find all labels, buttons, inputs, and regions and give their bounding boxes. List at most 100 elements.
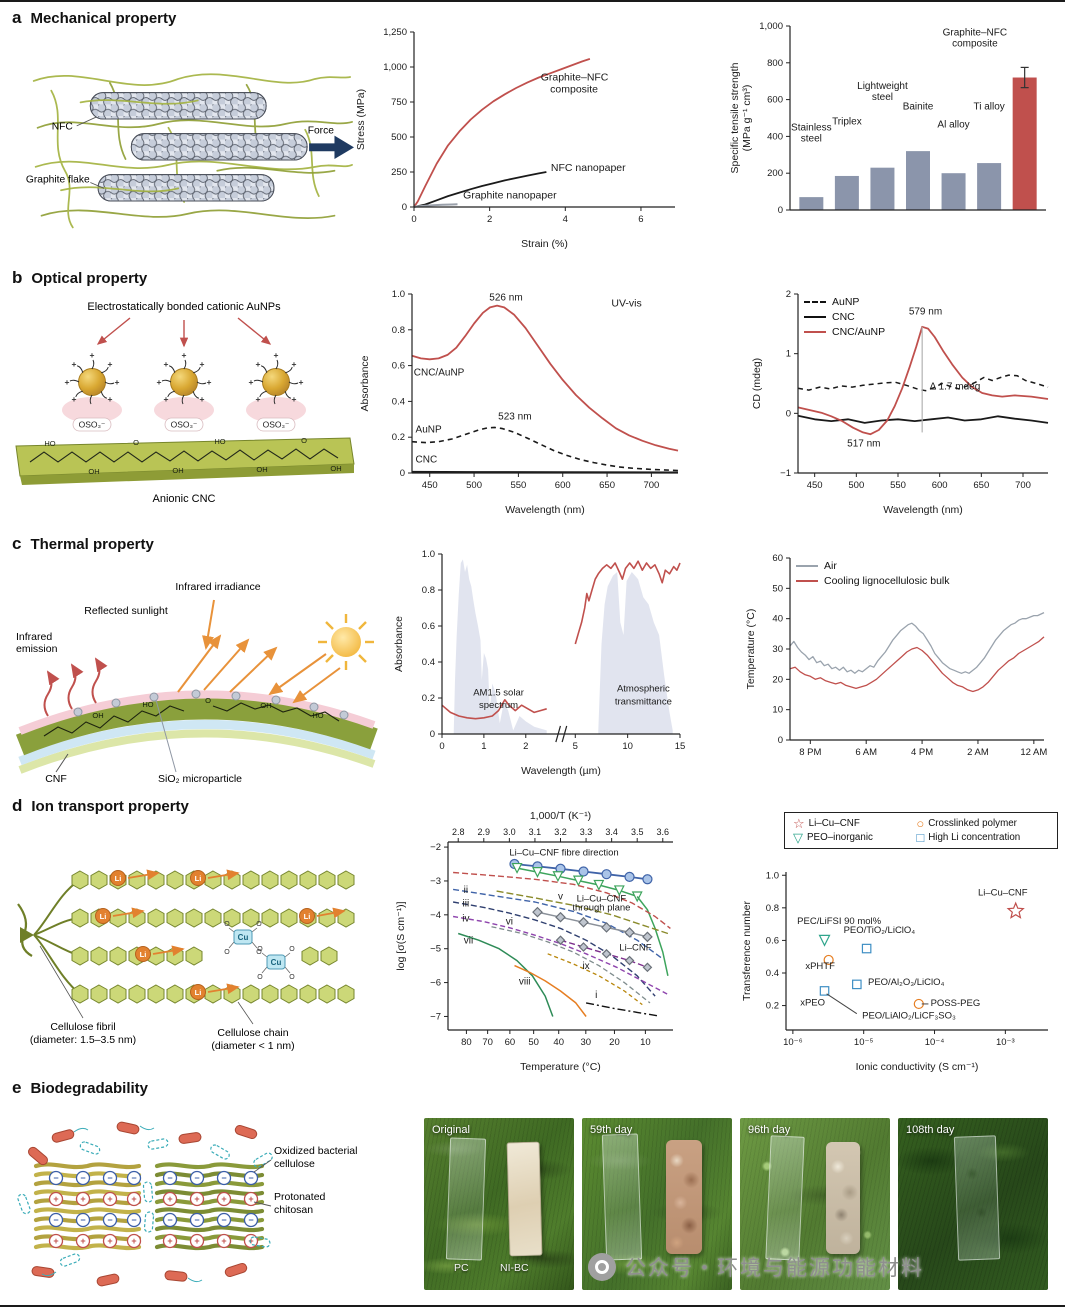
svg-text:4 PM: 4 PM bbox=[911, 747, 933, 758]
specific-tensile-strength-chart: 0 200 400 600 800 1,000 Specific tensile stren… bbox=[726, 12, 1056, 254]
photo-label: 96th day bbox=[748, 1124, 791, 1136]
photo-96th-day: 96th day bbox=[740, 1118, 890, 1290]
legend-item-aunp: AuNP bbox=[804, 296, 885, 308]
pc-film bbox=[765, 1135, 805, 1261]
protonated-label-1: Protonated bbox=[274, 1191, 326, 1203]
force-label: Force bbox=[308, 126, 335, 137]
cd-spectra-chart: 450 500 550 600 650 700 −1 0 1 2 Wavelength (nm) CD… bbox=[748, 282, 1060, 519]
transference-number-chart: 10⁻⁶ 10⁻⁵ 10⁻⁴ 10⁻³ 0.2 0.4 0.6 0.8 1.0 Ionic con… bbox=[738, 808, 1060, 1076]
svg-text:1: 1 bbox=[481, 741, 486, 752]
svg-text:40: 40 bbox=[553, 1037, 564, 1048]
svg-text:HO: HO bbox=[214, 437, 225, 446]
svg-text:(MPa g⁻¹ cm³): (MPa g⁻¹ cm³) bbox=[741, 85, 753, 152]
svg-text:Li: Li bbox=[115, 874, 122, 883]
svg-text:Stainless: Stainless bbox=[791, 123, 832, 134]
photo-label: Original bbox=[432, 1124, 470, 1136]
svg-text:0: 0 bbox=[778, 735, 783, 746]
svg-text:Wavelength (nm): Wavelength (nm) bbox=[883, 504, 963, 516]
coating-layers bbox=[15, 690, 378, 774]
pc-film bbox=[953, 1135, 1001, 1261]
svg-text:Bainite: Bainite bbox=[903, 102, 934, 113]
anionic-cnc-label: Anionic CNC bbox=[153, 493, 216, 505]
svg-text:20: 20 bbox=[609, 1037, 620, 1048]
svg-text:800: 800 bbox=[767, 58, 783, 69]
svg-text:O: O bbox=[289, 946, 295, 953]
svg-text:Wavelength (nm): Wavelength (nm) bbox=[505, 504, 585, 516]
svg-text:iv: iv bbox=[462, 914, 469, 925]
svg-text:OH: OH bbox=[260, 701, 271, 710]
emission-label-2: emission bbox=[16, 643, 58, 655]
protonated-leader bbox=[253, 1201, 272, 1207]
svg-text:Ionic conductivity (S cm⁻¹): Ionic conductivity (S cm⁻¹) bbox=[856, 1061, 979, 1073]
svg-text:Li: Li bbox=[100, 912, 107, 921]
circle-icon: ○ bbox=[916, 815, 925, 831]
svg-text:1.0: 1.0 bbox=[766, 870, 779, 881]
svg-text:0: 0 bbox=[430, 729, 435, 740]
svg-text:550: 550 bbox=[890, 480, 906, 491]
optical-schematic: + + + + + + + OSO₃⁻ Electrostatically bo… bbox=[15, 301, 355, 505]
svg-text:1.0: 1.0 bbox=[422, 549, 435, 560]
svg-text:2.9: 2.9 bbox=[478, 827, 491, 837]
nfc-fibres-over bbox=[60, 99, 336, 193]
svg-text:0.6: 0.6 bbox=[422, 621, 435, 632]
svg-text:60: 60 bbox=[505, 1037, 516, 1048]
svg-text:Atmospheric: Atmospheric bbox=[617, 684, 670, 695]
bottom-rule bbox=[0, 1305, 1065, 1307]
svg-text:2: 2 bbox=[487, 214, 492, 225]
top-rule bbox=[0, 0, 1065, 2]
svg-text:CNC: CNC bbox=[416, 454, 438, 465]
svg-text:through plane: through plane bbox=[572, 902, 630, 913]
svg-text:ix: ix bbox=[582, 961, 589, 972]
svg-text:NFC nanopaper: NFC nanopaper bbox=[551, 162, 626, 174]
cnf-leader bbox=[55, 753, 69, 773]
svg-text:0.4: 0.4 bbox=[766, 968, 779, 979]
triangle-icon: ▽ bbox=[793, 829, 803, 845]
protonated-label-2: chitosan bbox=[274, 1204, 313, 1216]
svg-text:HO: HO bbox=[312, 711, 323, 720]
irradiance-label: Infrared irradiance bbox=[175, 581, 260, 593]
svg-text:0: 0 bbox=[778, 205, 783, 216]
solid-line-swatch bbox=[804, 316, 826, 318]
svg-text:Absorbance: Absorbance bbox=[393, 616, 405, 672]
svg-text:spectrum: spectrum bbox=[479, 700, 518, 711]
svg-text:10⁻⁶: 10⁻⁶ bbox=[783, 1037, 803, 1048]
flagella bbox=[41, 1125, 203, 1283]
pc-film bbox=[445, 1137, 487, 1261]
svg-text:12 AM: 12 AM bbox=[1020, 747, 1047, 758]
svg-text:0: 0 bbox=[400, 468, 405, 479]
fibril-tip bbox=[17, 879, 81, 995]
svg-text:450: 450 bbox=[422, 480, 438, 491]
svg-text:xPEO: xPEO bbox=[800, 998, 825, 1009]
svg-text:viii: viii bbox=[519, 976, 531, 987]
cnf-label: CNF bbox=[45, 773, 67, 785]
svg-text:AM1.5 solar: AM1.5 solar bbox=[473, 687, 524, 698]
svg-text:579 nm: 579 nm bbox=[909, 306, 942, 317]
nfc-fibre-network bbox=[32, 73, 353, 229]
svg-text:700: 700 bbox=[643, 480, 659, 491]
temperature-chart: 8 PM 6 AM 4 PM 2 AM 12 AM 0 10 20 30 40 50 60 Temper… bbox=[742, 542, 1058, 780]
ni-bc-film bbox=[506, 1141, 543, 1257]
svg-text:700: 700 bbox=[1015, 480, 1031, 491]
svg-text:10: 10 bbox=[622, 741, 633, 752]
watermark: 公众号・环境与能源功能材料 bbox=[588, 1252, 924, 1282]
binding-arrows bbox=[96, 317, 272, 348]
svg-text:600: 600 bbox=[767, 95, 783, 106]
cellulose-chem-labels: HO OH O OH HO OH O OH bbox=[44, 436, 341, 476]
svg-text:0.6: 0.6 bbox=[766, 935, 779, 946]
svg-text:UV-vis: UV-vis bbox=[611, 298, 641, 310]
red-line-swatch bbox=[804, 331, 826, 333]
svg-text:6 AM: 6 AM bbox=[855, 747, 877, 758]
svg-text:750: 750 bbox=[391, 97, 407, 108]
svg-text:Graphite–NFC: Graphite–NFC bbox=[541, 71, 609, 83]
photo-label: 108th day bbox=[906, 1124, 955, 1136]
svg-text:Temperature (°C): Temperature (°C) bbox=[520, 1061, 601, 1073]
legend-item-cnc-aunp: CNC/AuNP bbox=[804, 326, 885, 338]
fibril-leader bbox=[39, 945, 84, 1019]
svg-text:O: O bbox=[224, 949, 230, 956]
panel-a-label: a Mechanical property bbox=[12, 8, 176, 28]
ni-bc-label: NI-BC bbox=[500, 1262, 529, 1274]
gray-line-swatch bbox=[796, 565, 818, 567]
svg-text:OH: OH bbox=[172, 466, 183, 475]
svg-text:10⁻³: 10⁻³ bbox=[996, 1037, 1015, 1048]
chain-label-1: Cellulose chain bbox=[217, 1027, 288, 1039]
